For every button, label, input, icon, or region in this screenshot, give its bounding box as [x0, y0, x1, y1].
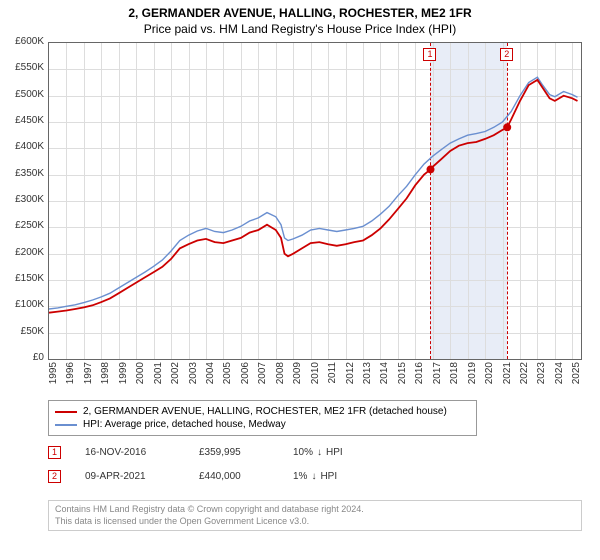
x-axis-label: 2014	[379, 362, 390, 392]
x-axis-label: 2009	[292, 362, 303, 392]
y-axis-label: £100K	[4, 299, 44, 310]
legend-item: HPI: Average price, detached house, Medw…	[55, 418, 470, 431]
x-axis-label: 2015	[397, 362, 408, 392]
chart-plot-area	[48, 42, 582, 360]
x-axis-label: 2024	[554, 362, 565, 392]
y-axis-label: £200K	[4, 247, 44, 258]
legend-label: HPI: Average price, detached house, Medw…	[83, 419, 286, 430]
y-axis-label: £50K	[4, 326, 44, 337]
x-axis-label: 1997	[83, 362, 94, 392]
x-axis-label: 2003	[188, 362, 199, 392]
y-axis-label: £250K	[4, 220, 44, 231]
chart-title: 2, GERMANDER AVENUE, HALLING, ROCHESTER,…	[0, 0, 600, 20]
x-axis-label: 2019	[467, 362, 478, 392]
marker-badge: 2	[500, 48, 513, 61]
x-axis-label: 2016	[414, 362, 425, 392]
x-axis-label: 2001	[153, 362, 164, 392]
event-pct: 10%	[293, 447, 313, 458]
event-delta: 10% ↓ HPI	[293, 447, 343, 458]
footer-attribution: Contains HM Land Registry data © Crown c…	[48, 500, 582, 531]
arrow-down-icon: ↓	[311, 471, 316, 482]
series-blue	[49, 77, 578, 309]
x-axis-label: 2000	[135, 362, 146, 392]
event-price: £440,000	[199, 471, 269, 482]
legend-label: 2, GERMANDER AVENUE, HALLING, ROCHESTER,…	[83, 406, 447, 417]
legend-swatch	[55, 411, 77, 413]
y-axis-label: £150K	[4, 273, 44, 284]
x-axis-label: 1999	[118, 362, 129, 392]
x-axis-label: 2020	[484, 362, 495, 392]
y-axis-label: £450K	[4, 115, 44, 126]
x-axis-label: 2021	[502, 362, 513, 392]
marker-dot	[503, 123, 511, 131]
legend: 2, GERMANDER AVENUE, HALLING, ROCHESTER,…	[48, 400, 477, 436]
event-badge: 2	[48, 470, 61, 483]
event-vs: HPI	[326, 447, 343, 458]
x-axis-label: 2008	[275, 362, 286, 392]
event-row: 2 09-APR-2021 £440,000 1% ↓ HPI	[48, 470, 337, 483]
y-axis-label: £400K	[4, 141, 44, 152]
event-badge: 1	[48, 446, 61, 459]
y-axis-label: £350K	[4, 168, 44, 179]
marker-dot	[427, 165, 435, 173]
marker-badge: 1	[423, 48, 436, 61]
x-axis-label: 2018	[449, 362, 460, 392]
x-axis-label: 2017	[432, 362, 443, 392]
legend-item: 2, GERMANDER AVENUE, HALLING, ROCHESTER,…	[55, 405, 470, 418]
legend-swatch	[55, 424, 77, 426]
footer-line: Contains HM Land Registry data © Crown c…	[55, 504, 575, 516]
x-axis-label: 2022	[519, 362, 530, 392]
x-axis-label: 2012	[345, 362, 356, 392]
x-axis-label: 2007	[257, 362, 268, 392]
event-date: 09-APR-2021	[85, 471, 175, 482]
y-axis-label: £550K	[4, 62, 44, 73]
x-axis-label: 2011	[327, 362, 338, 392]
chart-subtitle: Price paid vs. HM Land Registry's House …	[0, 20, 600, 40]
y-axis-label: £0	[4, 352, 44, 363]
y-axis-label: £600K	[4, 36, 44, 47]
y-axis-label: £300K	[4, 194, 44, 205]
chart-lines	[49, 43, 581, 359]
x-axis-label: 2004	[205, 362, 216, 392]
x-axis-label: 2023	[536, 362, 547, 392]
event-delta: 1% ↓ HPI	[293, 471, 337, 482]
x-axis-label: 1995	[48, 362, 59, 392]
x-axis-label: 2025	[571, 362, 582, 392]
event-price: £359,995	[199, 447, 269, 458]
x-axis-label: 1998	[100, 362, 111, 392]
arrow-down-icon: ↓	[317, 447, 322, 458]
x-axis-label: 2013	[362, 362, 373, 392]
event-row: 1 16-NOV-2016 £359,995 10% ↓ HPI	[48, 446, 343, 459]
event-pct: 1%	[293, 471, 307, 482]
x-axis-label: 2010	[310, 362, 321, 392]
event-date: 16-NOV-2016	[85, 447, 175, 458]
y-axis-label: £500K	[4, 89, 44, 100]
x-axis-label: 2002	[170, 362, 181, 392]
x-axis-label: 1996	[65, 362, 76, 392]
event-vs: HPI	[320, 471, 337, 482]
footer-line: This data is licensed under the Open Gov…	[55, 516, 575, 528]
series-red	[49, 80, 578, 313]
x-axis-label: 2005	[222, 362, 233, 392]
x-axis-label: 2006	[240, 362, 251, 392]
